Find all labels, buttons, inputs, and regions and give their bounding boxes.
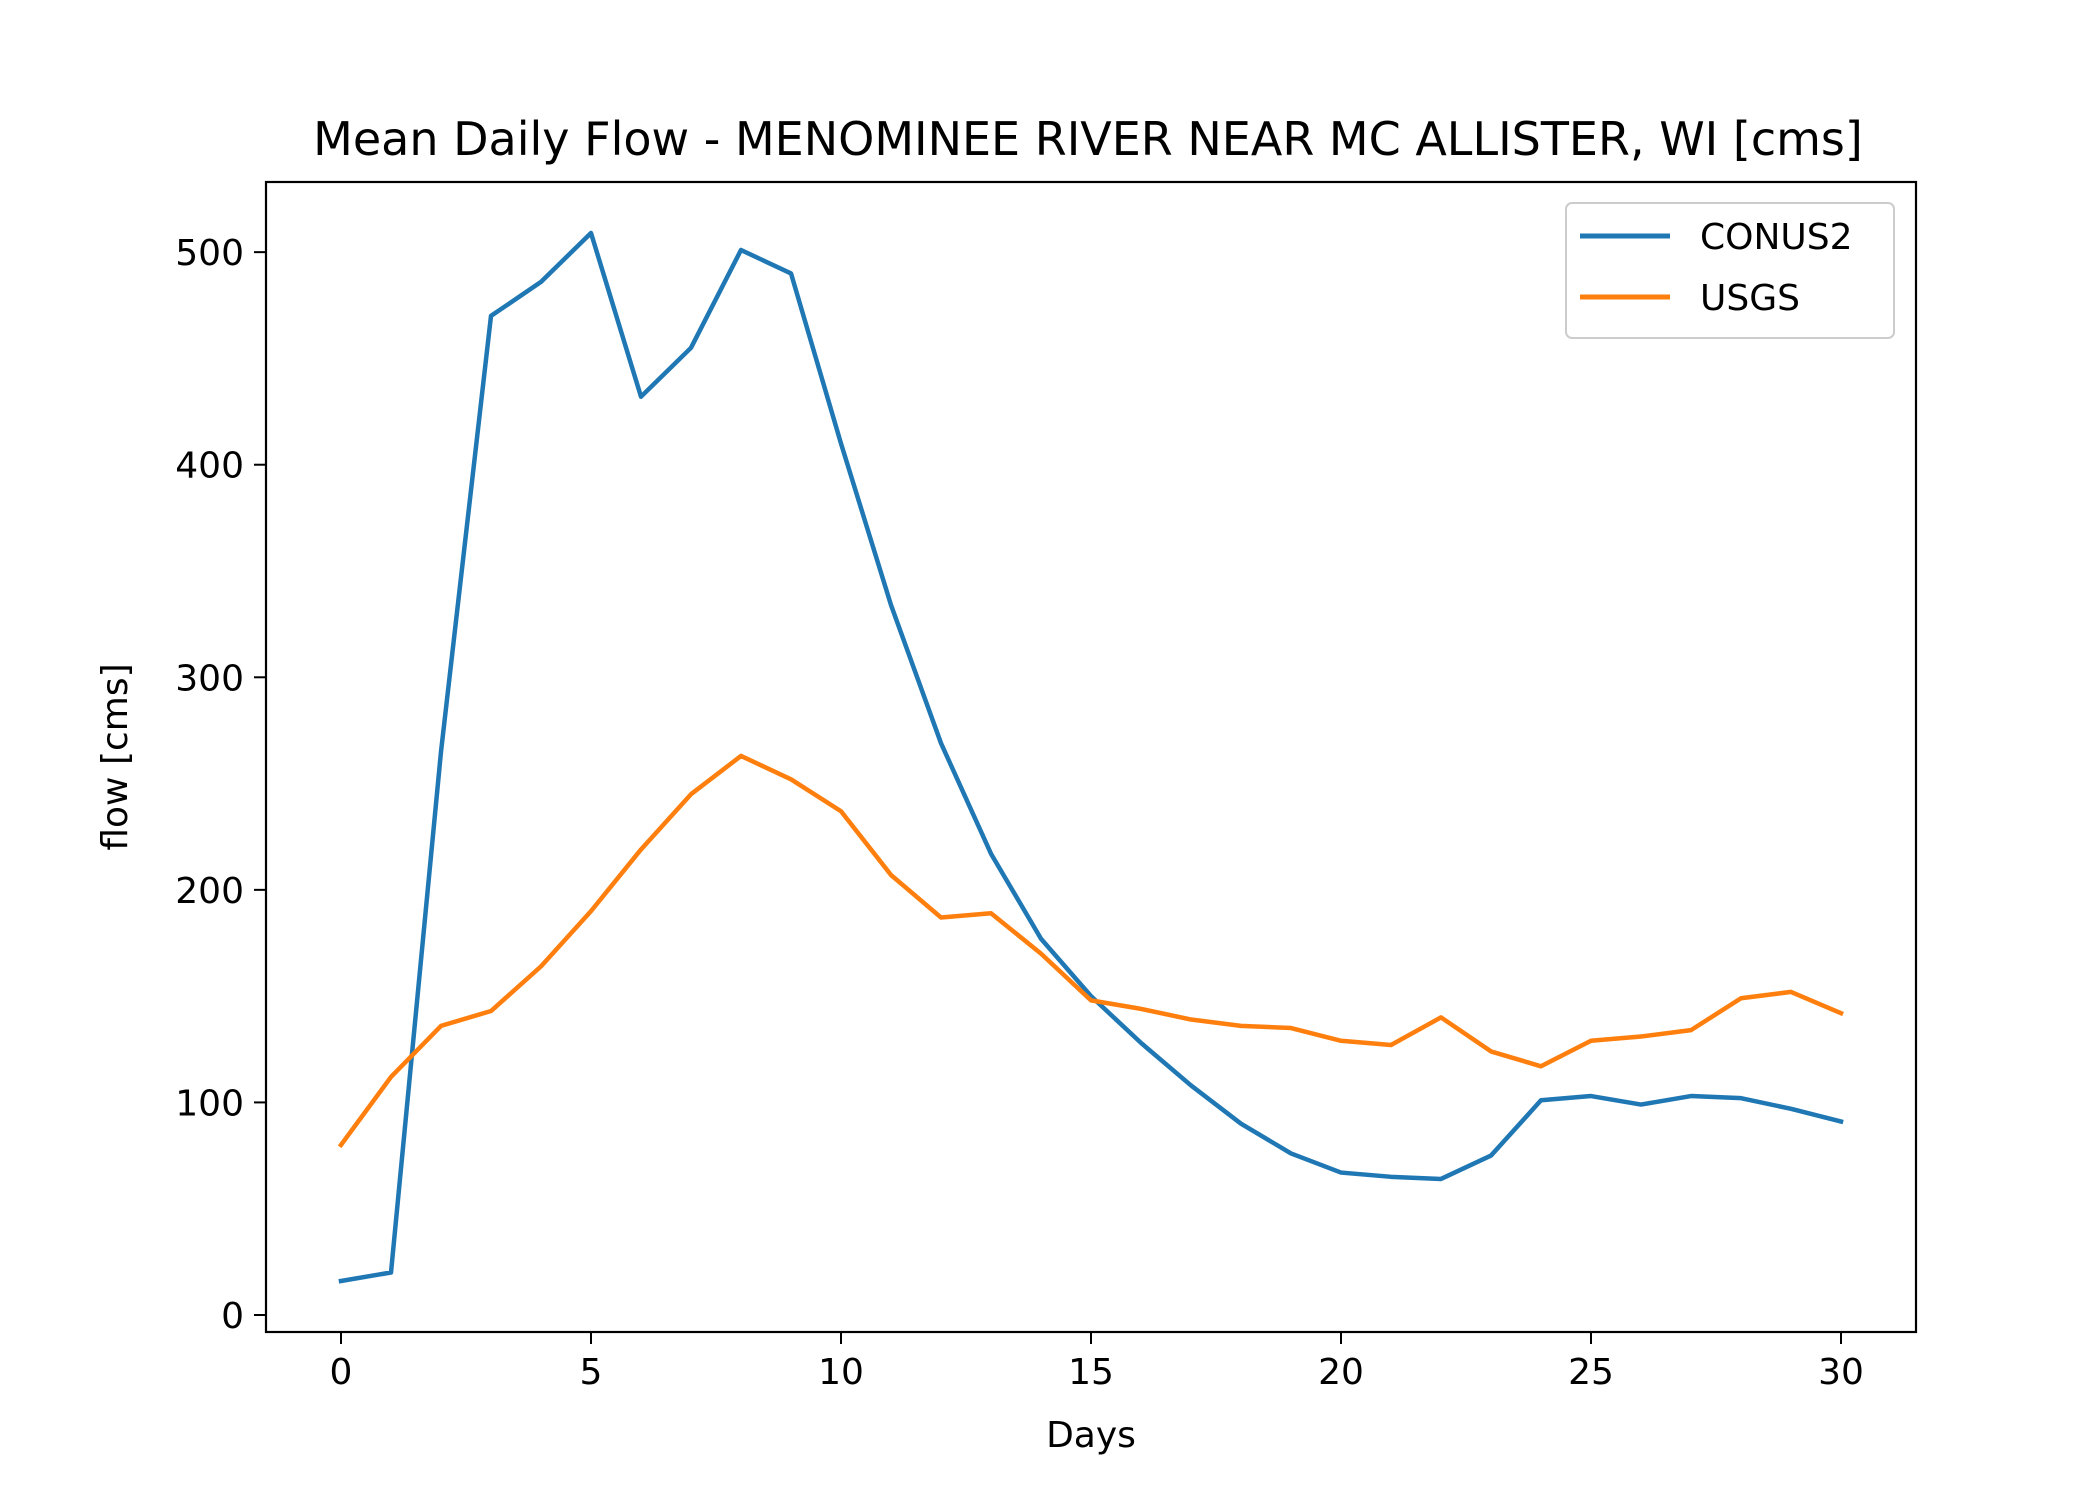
legend: CONUS2 USGS bbox=[1565, 202, 1895, 339]
y-tick-label: 0 bbox=[221, 1296, 244, 1337]
y-axis-ticks: 0 100 200 300 400 500 bbox=[175, 233, 266, 1337]
x-tick-label: 0 bbox=[330, 1352, 353, 1393]
y-tick-label: 500 bbox=[175, 233, 244, 274]
y-axis-label: flow [cms] bbox=[95, 663, 136, 850]
x-tick-label: 25 bbox=[1568, 1352, 1614, 1393]
series-line-conus2 bbox=[338, 230, 1844, 1284]
x-axis-label: Days bbox=[1046, 1415, 1136, 1456]
chart-title: Mean Daily Flow - MENOMINEE RIVER NEAR M… bbox=[313, 112, 1863, 166]
legend-label-usgs: USGS bbox=[1700, 278, 1800, 319]
x-tick-label: 30 bbox=[1818, 1352, 1864, 1393]
plot-frame bbox=[264, 180, 1918, 1334]
y-tick-label: 400 bbox=[175, 446, 244, 487]
x-axis-ticks: 0 5 10 15 20 25 30 bbox=[330, 1332, 1864, 1393]
x-tick-label: 10 bbox=[818, 1352, 864, 1393]
y-tick-label: 300 bbox=[175, 658, 244, 699]
legend-label-conus2: CONUS2 bbox=[1700, 217, 1853, 258]
y-tick-label: 200 bbox=[175, 871, 244, 912]
y-tick-label: 100 bbox=[175, 1083, 244, 1124]
x-tick-label: 15 bbox=[1068, 1352, 1114, 1393]
series-lines bbox=[337, 230, 1844, 1284]
x-tick-label: 5 bbox=[580, 1352, 603, 1393]
x-tick-label: 20 bbox=[1318, 1352, 1364, 1393]
series-line-usgs bbox=[337, 753, 1844, 1149]
